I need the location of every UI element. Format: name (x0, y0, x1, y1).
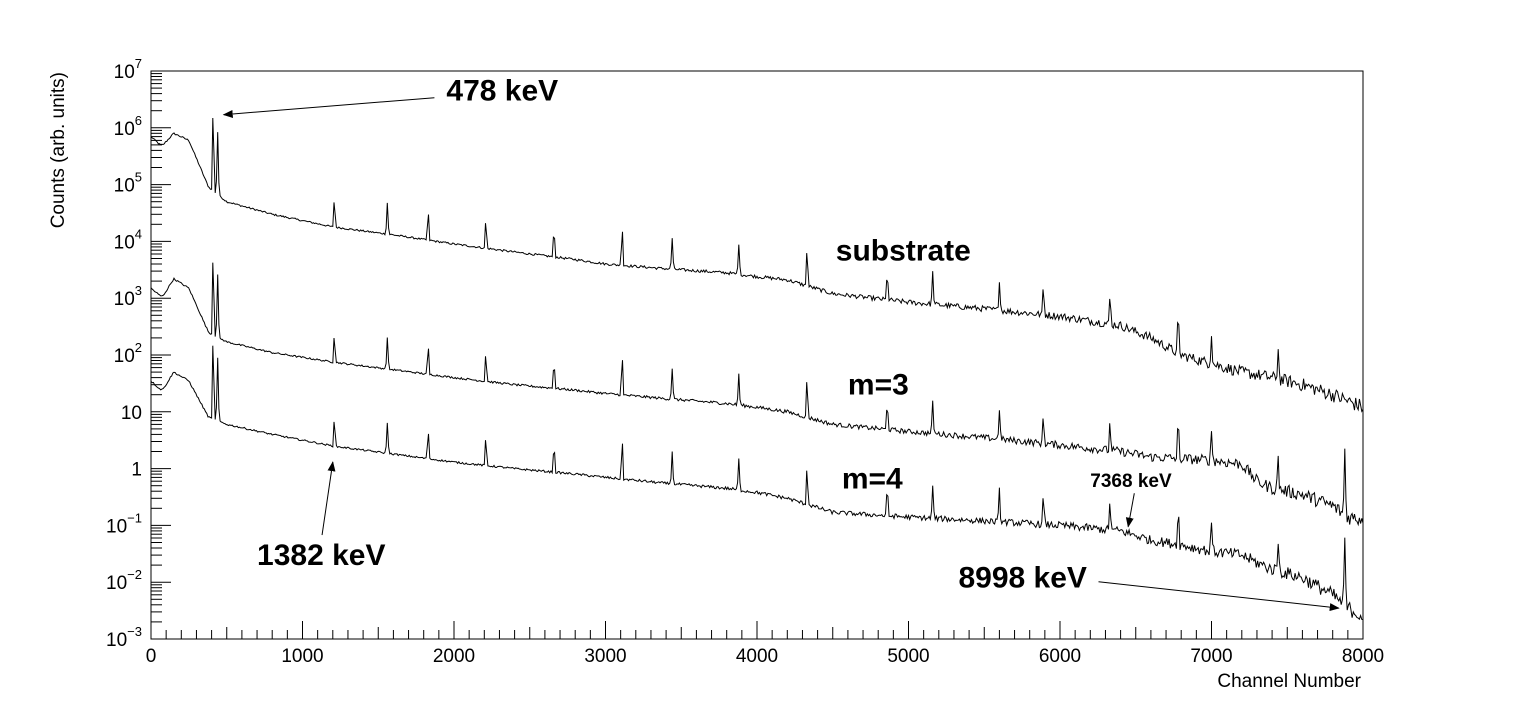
x-tick-label: 3000 (584, 646, 626, 667)
x-tick-label: 7000 (1190, 646, 1232, 667)
annotation-label: 478 keV (446, 75, 558, 108)
series-line-2 (150, 262, 1364, 527)
y-tick-label: 10−3 (106, 624, 142, 651)
y-tick-label: 1 (131, 460, 142, 481)
x-tick-label: 0 (146, 646, 157, 667)
annotation-arrow (1098, 581, 1340, 612)
y-tick-label: 10 (121, 403, 142, 424)
y-tick-label: 103 (114, 283, 142, 310)
series-line-1 (150, 117, 1364, 413)
y-tick-label: 107 (114, 56, 142, 83)
annotation-label: substrate (836, 235, 971, 268)
x-tick-label: 2000 (433, 646, 475, 667)
y-tick-label: 104 (114, 226, 142, 253)
x-tick-label: 8000 (1342, 646, 1384, 667)
annotation-arrow (1125, 493, 1135, 528)
y-tick-label: 102 (114, 340, 142, 367)
ticks-layer (150, 70, 1364, 640)
annotation-label: 7368 keV (1090, 471, 1172, 492)
y-tick-label: 105 (114, 170, 142, 197)
y-axis-title: Counts (arb. units) (48, 72, 69, 228)
y-tick-label: 10−2 (106, 567, 142, 594)
annotation-arrow (222, 97, 435, 118)
annotation-layer: 478 keV substrate m=3 m=4 7368 keV 1382 keV 89… (222, 75, 1340, 612)
series-line-3 (150, 345, 1364, 621)
series-layer (150, 117, 1364, 621)
x-tick-label: 5000 (887, 646, 929, 667)
annotation-arrow (321, 461, 336, 536)
annotation-label: 8998 keV (958, 562, 1086, 595)
y-tick-labels: 10−3 10−2 10−1 1 10 102 103 104 105 106 107 (106, 56, 142, 651)
x-tick-labels: 0 1000 2000 3000 4000 5000 6000 7000 8000 (146, 646, 1384, 667)
x-tick-label: 6000 (1039, 646, 1081, 667)
y-tick-label: 106 (114, 113, 142, 140)
x-axis-title: Channel Number (1217, 671, 1361, 692)
x-tick-label: 4000 (736, 646, 778, 667)
annotation-label: m=3 (848, 369, 909, 402)
annotation-label: m=4 (842, 462, 903, 495)
x-tick-label: 1000 (281, 646, 323, 667)
y-tick-label: 10−1 (106, 510, 142, 537)
annotation-label: 1382 keV (257, 539, 385, 572)
